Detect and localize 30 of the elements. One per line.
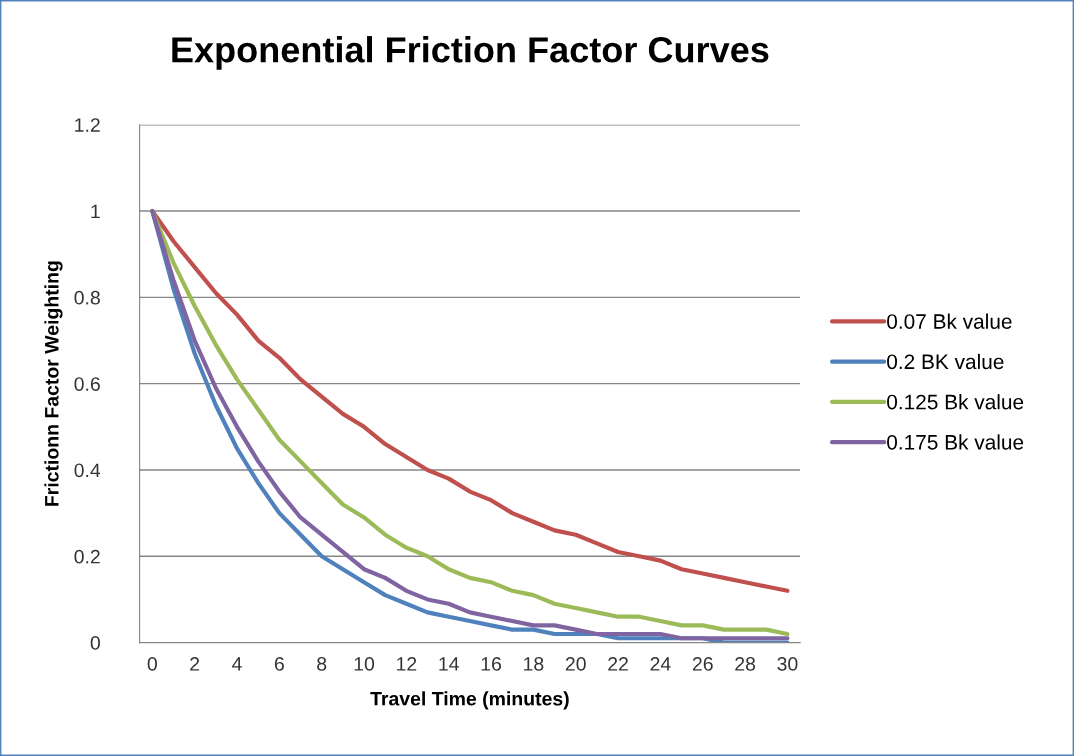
y-tick-label: 0.8 [74,290,100,305]
x-tick-label: 24 [650,657,671,671]
x-tick-label: 0 [147,657,157,671]
y-tick-label: 1.2 [75,118,100,132]
x-tick-label: 12 [397,657,417,671]
legend-label: 0.2 BK value [887,353,1004,370]
legend-label: 0.125 Bk value [887,394,1024,410]
y-tick-label: 1 [91,204,100,219]
chart-title: Exponential Friction Factor Curves [172,36,769,70]
legend-label: 0.175 Bk value [887,434,1024,450]
legend-label: 0.07 Bk value [887,313,1012,329]
y-tick-label: 0.6 [74,377,100,391]
x-tick-label: 26 [692,657,713,671]
x-tick-label: 22 [608,657,628,671]
x-tick-label: 8 [317,657,327,671]
y-tick-label: 0 [90,636,100,650]
y-axis-title: Frictionn Factor Weighting [44,261,63,506]
x-tick-label: 14 [439,657,459,671]
x-tick-label: 10 [354,657,375,671]
y-tick-label: 0.2 [74,549,100,564]
x-tick-label: 6 [274,657,284,671]
x-tick-label: 30 [777,657,798,671]
x-tick-label: 4 [232,657,242,671]
x-tick-label: 16 [481,657,502,671]
x-axis-title: Travel Time (minutes) [370,691,569,710]
x-tick-label: 2 [190,657,200,671]
x-tick-label: 20 [565,657,586,671]
x-tick-label: 18 [524,657,544,671]
y-tick-label: 0.4 [74,463,101,478]
x-tick-label: 28 [735,657,756,671]
